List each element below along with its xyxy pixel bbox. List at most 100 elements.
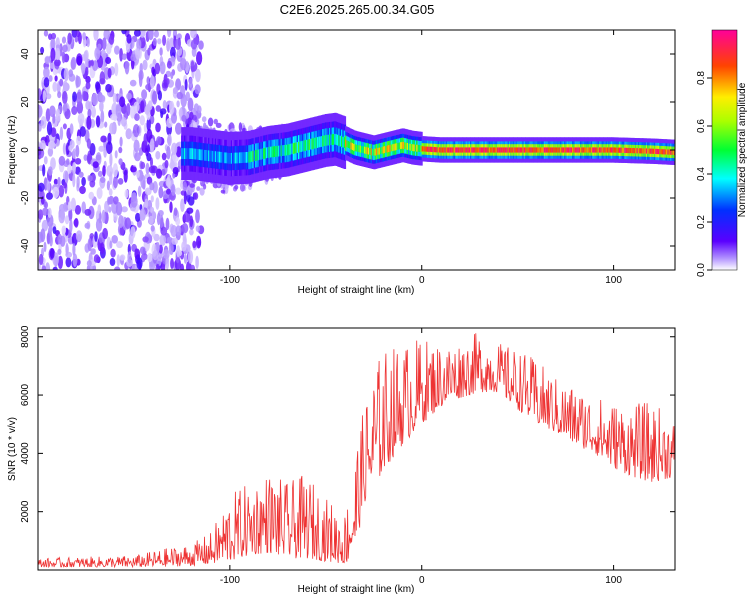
spectrogram-cell <box>557 147 560 153</box>
spectrogram-cell <box>112 92 117 104</box>
spectrogram-cell <box>190 148 193 159</box>
spectrogram-cell <box>491 147 494 153</box>
spectrogram-cell <box>147 252 153 263</box>
spectrogram-cell <box>109 171 113 186</box>
spectrogram-cell <box>245 152 249 163</box>
spectrogram-cell <box>46 232 50 245</box>
spectrogram-cell <box>61 51 66 64</box>
y-tick-label: -20 <box>20 190 31 205</box>
spectrogram-cell <box>146 117 151 132</box>
spectrogram-cell <box>145 162 150 175</box>
spectrogram-cell <box>94 47 101 60</box>
snr-background <box>38 328 675 570</box>
spectrogram-cell <box>546 147 549 153</box>
spectrogram-cell <box>186 148 189 159</box>
spectrogram-cell <box>134 113 140 121</box>
spectrogram-cell <box>659 149 662 155</box>
spectrogram-cell <box>191 46 197 58</box>
spectrogram-cell <box>47 207 52 218</box>
spectrogram-cell <box>308 139 312 150</box>
spectrogram-cell <box>159 215 164 229</box>
spectrogram-cell <box>87 238 93 252</box>
spectrogram-cell <box>272 146 275 158</box>
spectrogram-cell <box>600 147 603 153</box>
spectrogram-cell <box>192 240 197 249</box>
y-tick-label: 8000 <box>20 325 31 348</box>
spectrogram-cell <box>38 253 44 266</box>
spectrogram-cell <box>81 62 86 75</box>
spectrogram-cell <box>545 147 548 153</box>
spectrogram-cell <box>658 149 661 155</box>
spectrogram-cell <box>380 147 383 155</box>
spectrogram-cell <box>71 106 78 115</box>
spectrogram-cell <box>288 144 291 155</box>
spectrogram-cell <box>443 147 446 153</box>
spectrogram-cell <box>86 260 92 267</box>
spectrogram-cell <box>385 145 388 153</box>
spectrogram-cell <box>195 225 200 232</box>
spectrogram-cell <box>97 170 103 177</box>
spectrogram-cell <box>324 135 328 146</box>
spectrogram-cell <box>518 147 521 153</box>
spectrogram-cell <box>269 146 273 158</box>
spectrogram-cell <box>576 147 579 153</box>
spectrogram-cell <box>40 196 45 205</box>
spectrogram-cell <box>264 147 267 159</box>
spectrogram-cell <box>402 142 406 149</box>
spectrogram-cell <box>187 148 191 159</box>
spectrogram-cell <box>655 148 658 154</box>
spectrogram-cell <box>651 148 654 154</box>
spectrogram-panel: -100 0 100 -40 -20 0 20 40 Height of straight l… <box>7 29 676 296</box>
spectrogram-cell <box>629 147 633 154</box>
spectrogram-cell <box>118 158 123 166</box>
spectrogram-cell <box>75 144 80 158</box>
spectrogram-cell <box>207 117 214 127</box>
spectrogram-cell <box>623 147 626 153</box>
spectrogram-cell <box>189 215 194 228</box>
spectrogram-cell <box>165 255 170 270</box>
spectrogram-cell <box>310 138 313 150</box>
spectrogram-cell <box>169 37 175 50</box>
spectrogram-cell <box>214 151 218 162</box>
spectrogram-cell <box>236 152 239 164</box>
spectrogram-cell <box>171 142 178 155</box>
spectrogram-cell <box>671 149 674 155</box>
spectrogram-cell <box>167 30 172 38</box>
spectrogram-cell <box>64 215 70 225</box>
x-tick-label: 0 <box>419 575 425 586</box>
spectrogram-cell <box>298 141 301 153</box>
spectrogram-cell <box>307 139 310 151</box>
spectrogram-cell <box>508 147 512 153</box>
spectrogram-cell <box>162 100 167 110</box>
spectrogram-cell <box>129 79 137 87</box>
spectrogram-cell <box>553 147 556 153</box>
spectrogram-cell <box>500 147 504 153</box>
spectrogram-cell <box>275 146 278 157</box>
snr-panel: -100 0 100 2000 4000 6000 8000 Height of strai… <box>7 325 676 595</box>
spectrogram-cell <box>86 138 91 149</box>
spectrogram-cell <box>75 75 81 88</box>
spectrogram-cell <box>195 255 199 269</box>
spectrogram-cell <box>273 146 277 157</box>
spectrogram-cell <box>50 141 56 149</box>
spectrogram-cell <box>373 148 376 156</box>
spectrogram-cell <box>173 207 178 216</box>
spectrogram-cell <box>149 75 155 89</box>
spectrogram-cell <box>96 187 103 200</box>
spectrogram-cell <box>68 208 73 222</box>
spectrogram-cell <box>46 192 53 200</box>
spectrogram-cell <box>259 149 262 160</box>
spectrogram-cell <box>637 148 641 154</box>
spectrogram-cell <box>127 251 132 264</box>
snr-y-label: SNR (10 * v/v) <box>7 417 18 481</box>
spectrogram-cell <box>418 145 422 152</box>
spectrogram-cell <box>396 143 399 151</box>
spectrogram-cell <box>479 147 482 153</box>
spectrogram-cell <box>345 139 348 147</box>
spectrogram-cell <box>44 201 48 209</box>
spectrogram-cell <box>181 114 187 122</box>
spectrogram-cell <box>72 243 76 256</box>
spectrogram-cell <box>572 147 575 153</box>
spectrogram-cell <box>152 90 158 105</box>
spectrogram-cell <box>522 147 525 153</box>
